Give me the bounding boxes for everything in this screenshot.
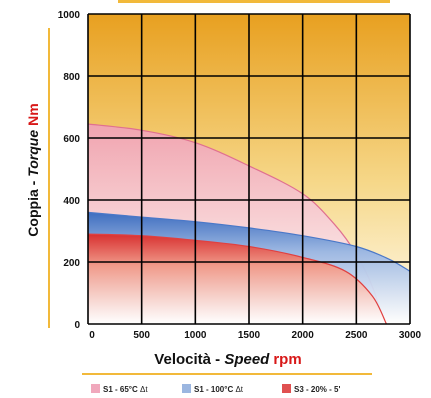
area-s3-line xyxy=(87,233,387,325)
x-axis-title-main: Velocità - xyxy=(154,351,224,368)
x-tick-label: 3000 xyxy=(399,330,422,341)
y-tick-label: 400 xyxy=(63,196,80,207)
legend-swatch xyxy=(282,384,291,393)
y-axis-title-italic: Torque xyxy=(25,130,41,177)
legend-item-s3: S3 - 20% - 5' xyxy=(282,384,340,394)
area-s1-100-line xyxy=(87,211,411,272)
legend-swatch xyxy=(91,384,100,393)
top-accent-bar xyxy=(118,0,390,3)
legend-item-s1-100: S1 - 100°C Δt xyxy=(182,384,244,394)
x-tick-label: 1500 xyxy=(238,330,261,341)
x-tick-label: 2500 xyxy=(345,330,368,341)
bottom-accent-bar xyxy=(82,373,372,375)
left-accent-bar xyxy=(48,28,50,328)
y-tick-label: 200 xyxy=(63,258,80,269)
y-tick-labels: 0 200 400 600 800 1000 xyxy=(58,10,81,331)
legend-label-symbol: Δt xyxy=(140,385,148,394)
legend-label-text: S3 - 20% - 5' xyxy=(294,385,340,394)
x-axis-title-italic: Speed xyxy=(224,351,270,368)
x-axis-title-unit: rpm xyxy=(273,351,301,368)
legend-label-text: S1 - 100°C xyxy=(194,385,235,394)
legend-label: S1 - 65°C Δt xyxy=(103,385,148,394)
y-tick-label: 0 xyxy=(74,320,80,331)
legend: S1 - 65°C Δt S1 - 100°C Δt S3 - 20% - 5' xyxy=(91,384,340,394)
y-tick-label: 1000 xyxy=(58,10,81,21)
x-tick-label: 2000 xyxy=(292,330,315,341)
area-s3 xyxy=(88,234,387,324)
legend-swatch xyxy=(182,384,191,393)
legend-label-text: S1 - 65°C xyxy=(103,385,140,394)
y-axis-title: Coppia - Torque Nm xyxy=(25,103,41,236)
y-axis-title-unit: Nm xyxy=(25,103,41,126)
legend-item-s1-65: S1 - 65°C Δt xyxy=(91,384,148,394)
y-tick-label: 800 xyxy=(63,72,80,83)
x-tick-label: 500 xyxy=(133,330,150,341)
y-tick-label: 600 xyxy=(63,134,80,145)
legend-label-symbol: Δt xyxy=(235,385,243,394)
x-tick-label: 1000 xyxy=(184,330,207,341)
x-axis-title: Velocità - Speed rpm xyxy=(154,351,301,368)
x-tick-label: 0 xyxy=(89,330,95,341)
legend-label: S3 - 20% - 5' xyxy=(294,385,340,394)
x-tick-labels: 0 500 1000 1500 2000 2500 3000 xyxy=(89,330,421,341)
y-axis-title-main: Coppia - xyxy=(25,177,41,237)
legend-label: S1 - 100°C Δt xyxy=(194,385,244,394)
grid-lines xyxy=(87,13,411,325)
